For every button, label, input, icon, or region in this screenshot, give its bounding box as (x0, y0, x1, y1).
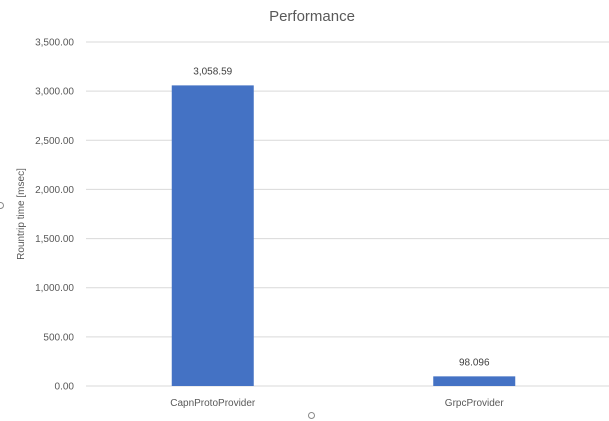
y-tick-label: 1,000.00 (35, 283, 74, 294)
y-tick-label: 0.00 (55, 382, 75, 393)
y-axis-label: Rountrip time [msec] (16, 168, 27, 260)
x-axis-ticks: CapnProtoProvider GrpcProvider (170, 398, 504, 409)
x-tick-label: GrpcProvider (445, 398, 505, 409)
y-tick-label: 2,000.00 (35, 185, 74, 196)
data-label: 3,058.59 (193, 66, 232, 77)
data-labels: 3,058.59 98.096 (193, 66, 490, 368)
y-tick-label: 500.00 (43, 332, 74, 343)
y-axis-ticks: 0.00 500.00 1,000.00 1,500.00 2,000.00 2,500.… (35, 38, 74, 393)
selection-handle-left[interactable] (0, 202, 4, 209)
data-label: 98.096 (459, 357, 490, 368)
y-tick-label: 3,000.00 (35, 87, 74, 98)
bar-capnprotoprovider (171, 85, 254, 386)
y-tick-label: 1,500.00 (35, 234, 74, 245)
x-tick-label: CapnProtoProvider (170, 398, 256, 409)
y-tick-label: 3,500.00 (35, 38, 74, 49)
chart-title: Performance (269, 8, 355, 25)
gridlines (86, 41, 609, 387)
bars (171, 85, 516, 386)
y-tick-label: 2,500.00 (35, 136, 74, 147)
bar-grpcprovider (433, 376, 516, 386)
